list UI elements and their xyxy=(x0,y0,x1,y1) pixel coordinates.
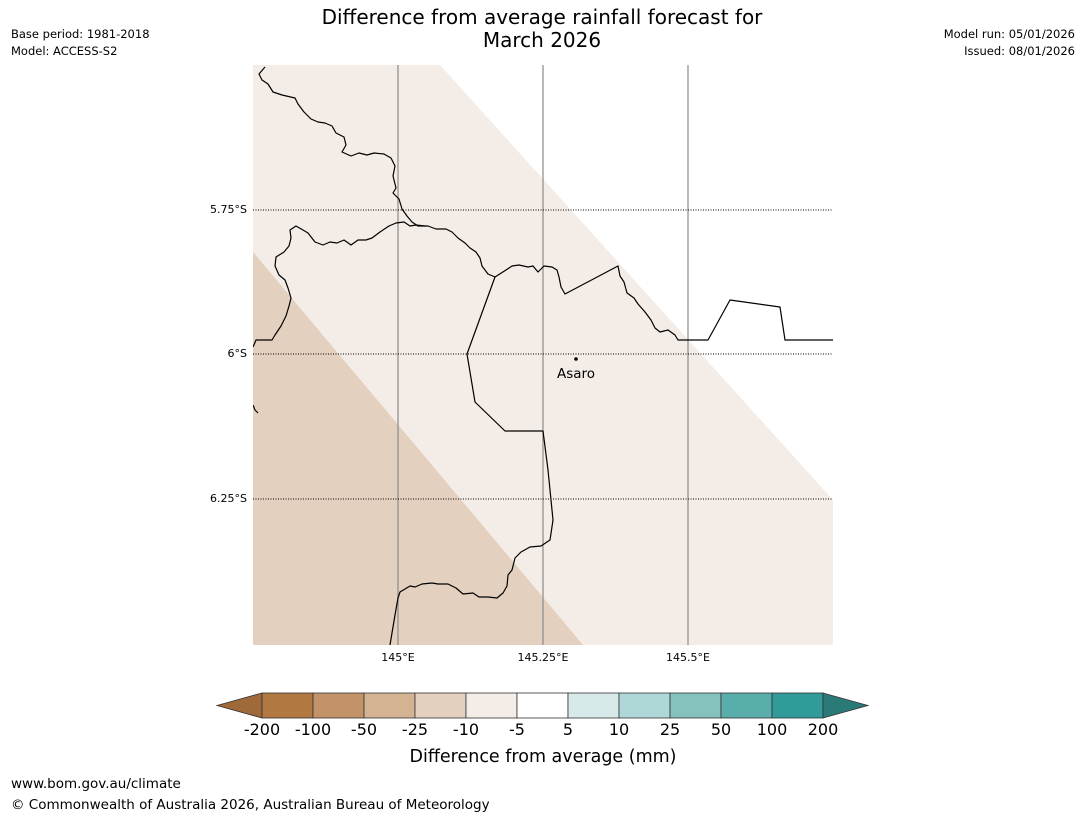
lat-label: 5.75°S xyxy=(210,203,247,216)
map-area xyxy=(253,65,833,645)
colorbar-tick-label: 100 xyxy=(757,720,788,739)
issued-date: Issued: 08/01/2026 xyxy=(964,44,1075,58)
lon-label: 145°E xyxy=(381,651,414,664)
colorbar-tick-label: 5 xyxy=(563,720,573,739)
colorbar-box xyxy=(465,692,518,719)
boundary-east-district xyxy=(389,276,554,645)
colorbar-tick-label: 50 xyxy=(711,720,731,739)
lon-label: 145.25°E xyxy=(518,651,569,664)
boundary-north xyxy=(258,66,833,341)
colorbar-box xyxy=(771,692,824,719)
colorbar-tick-label: -25 xyxy=(402,720,428,739)
chart-title: Difference from average rainfall forecas… xyxy=(242,6,842,52)
footer: www.bom.gov.au/climate © Commonwealth of… xyxy=(11,774,490,816)
lon-label: 145.5°E xyxy=(666,651,710,664)
title-line-1: Difference from average rainfall forecas… xyxy=(321,5,763,29)
lat-label: 6°S xyxy=(228,347,247,360)
lat-label: 6.25°S xyxy=(210,492,247,505)
model-run: Model run: 05/01/2026 xyxy=(943,27,1075,41)
footer-url: www.bom.gov.au/climate xyxy=(11,776,181,792)
title-line-2: March 2026 xyxy=(482,28,602,52)
model-name: Model: ACCESS-S2 xyxy=(11,44,118,58)
colorbar-tick-label: -100 xyxy=(295,720,331,739)
colorbar: -200 -100 -50 -25 -10 -5 5 10 25 50 100 200 xyxy=(215,692,870,739)
colorbar-tick-label: 10 xyxy=(609,720,629,739)
colorbar-tick-label: -10 xyxy=(453,720,479,739)
colorbar-box xyxy=(414,692,467,719)
colorbar-title: Difference from average (mm) xyxy=(409,747,676,767)
colorbar-box xyxy=(669,692,722,719)
place-label-asaro: Asaro xyxy=(557,366,595,382)
meta-left: Base period: 1981-2018 Model: ACCESS-S2 xyxy=(11,26,150,60)
region-dry xyxy=(253,252,583,645)
colorbar-tick-label: 25 xyxy=(660,720,680,739)
colorbar-extend-low xyxy=(215,692,263,719)
colorbar-box xyxy=(363,692,416,719)
base-period: Base period: 1981-2018 xyxy=(11,27,150,41)
colorbar-box xyxy=(516,692,569,719)
colorbar-tick-label: -200 xyxy=(244,720,280,739)
boundary-south xyxy=(253,221,426,348)
colorbar-box xyxy=(261,692,314,719)
colorbar-box xyxy=(567,692,620,719)
boundary-edge-tick xyxy=(253,404,259,414)
meta-right: Model run: 05/01/2026 Issued: 08/01/2026 xyxy=(944,26,1075,60)
colorbar-extend-high xyxy=(822,692,870,719)
colorbar-tick-label: -50 xyxy=(351,720,377,739)
colorbar-tick-label: -5 xyxy=(509,720,525,739)
colorbar-tick-label: 200 xyxy=(808,720,839,739)
colorbar-box xyxy=(720,692,773,719)
town-marker xyxy=(574,357,578,361)
footer-copyright: © Commonwealth of Australia 2026, Austra… xyxy=(11,797,490,813)
province-boundaries xyxy=(253,66,833,645)
colorbar-box xyxy=(618,692,671,719)
colorbar-box xyxy=(312,692,365,719)
